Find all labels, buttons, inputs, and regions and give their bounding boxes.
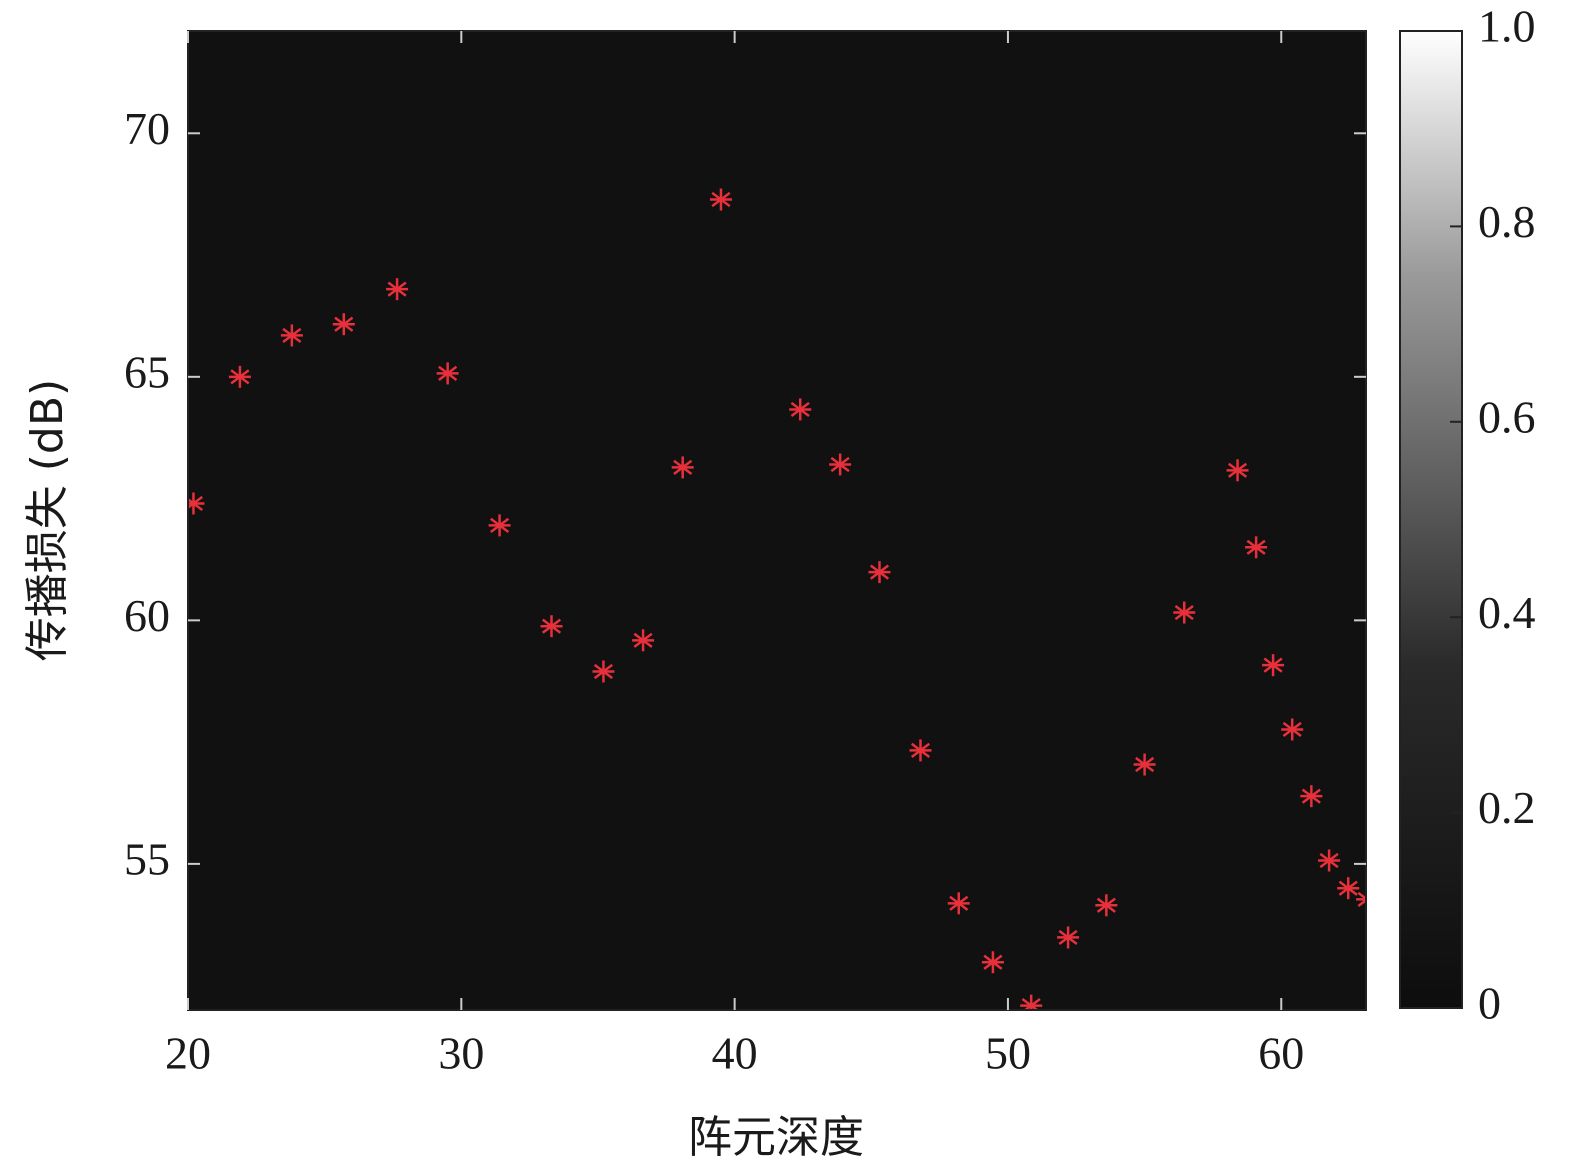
point-stroke: [490, 517, 510, 533]
point-stroke: [910, 742, 931, 758]
point-stroke: [230, 369, 250, 385]
point-stroke: [673, 459, 693, 476]
point-stroke: [438, 365, 458, 382]
point: [1057, 926, 1080, 949]
x-tick-label: 30: [438, 1028, 484, 1079]
point-stroke: [633, 632, 653, 648]
point-stroke: [1301, 788, 1321, 804]
point: [592, 660, 615, 683]
x-axis-label: 阵元深度: [688, 1112, 864, 1163]
point: [1318, 849, 1341, 872]
point: [1020, 994, 1043, 1010]
point: [280, 324, 303, 347]
point-stroke: [387, 281, 407, 297]
point: [488, 514, 511, 537]
x-tick-label: 50: [985, 1028, 1031, 1079]
point-stroke: [983, 954, 1003, 970]
point-stroke: [869, 564, 890, 580]
y-tick-label: 60: [124, 590, 170, 641]
y-axis-label: 传播损失 (dB): [22, 379, 73, 661]
point: [386, 278, 409, 301]
point-stroke: [790, 401, 810, 418]
y-tick-label: 55: [124, 833, 170, 884]
point: [1245, 536, 1268, 559]
point: [436, 362, 459, 385]
y-tick-label: 70: [124, 103, 170, 154]
point: [947, 892, 970, 915]
point-stroke: [188, 495, 204, 510]
point-stroke: [1357, 891, 1366, 901]
colorbar-tick-label: 0.2: [1478, 782, 1536, 833]
point-stroke: [830, 456, 850, 473]
points: [188, 188, 1366, 1010]
x-tick-label: 60: [1258, 1028, 1304, 1079]
point: [1300, 785, 1323, 808]
point: [188, 492, 205, 515]
point-stroke: [711, 191, 731, 208]
point: [868, 561, 891, 584]
point-stroke: [1282, 721, 1302, 738]
point-stroke: [1319, 852, 1339, 869]
axes-box: [187, 30, 1367, 1011]
point: [632, 629, 655, 652]
point-stroke: [949, 895, 969, 911]
point: [1281, 718, 1304, 741]
colorbar-tick-label: 0.6: [1478, 391, 1536, 442]
point: [909, 739, 932, 762]
point-stroke: [1263, 657, 1283, 673]
point: [1262, 654, 1285, 677]
point: [1356, 888, 1366, 911]
point: [540, 615, 563, 638]
point-stroke: [1357, 898, 1366, 908]
point: [981, 951, 1004, 974]
point-stroke: [541, 618, 562, 634]
colorbar-tick-label: 1.0: [1478, 1, 1536, 52]
plot-area: [188, 31, 1366, 1010]
point-stroke: [1058, 929, 1078, 946]
point: [1133, 753, 1156, 776]
point: [1337, 877, 1360, 900]
point: [671, 456, 694, 479]
point: [1173, 601, 1196, 624]
colorbar-tick-label: 0: [1478, 978, 1501, 1029]
x-tick-label: 20: [165, 1028, 211, 1079]
point-stroke: [334, 316, 354, 332]
colorbar-tick-label: 0.8: [1478, 196, 1536, 247]
point-stroke: [1227, 462, 1248, 478]
point: [709, 188, 732, 211]
point-stroke: [593, 663, 613, 680]
point-stroke: [1096, 897, 1116, 913]
y-tick-label: 65: [124, 346, 170, 397]
point-stroke: [1174, 604, 1194, 621]
point-stroke: [1135, 756, 1155, 773]
point-stroke: [1023, 998, 1041, 1010]
point: [829, 453, 852, 476]
point: [332, 313, 355, 336]
x-tick-label: 40: [712, 1028, 758, 1079]
colorbar: [1399, 30, 1463, 1009]
point-stroke: [1338, 880, 1358, 896]
point: [789, 398, 812, 421]
point-stroke: [282, 327, 302, 344]
point: [228, 365, 251, 388]
point-stroke: [1246, 539, 1266, 555]
point: [1095, 894, 1118, 917]
colorbar-tick-label: 0.4: [1478, 587, 1536, 638]
point: [1226, 459, 1249, 482]
